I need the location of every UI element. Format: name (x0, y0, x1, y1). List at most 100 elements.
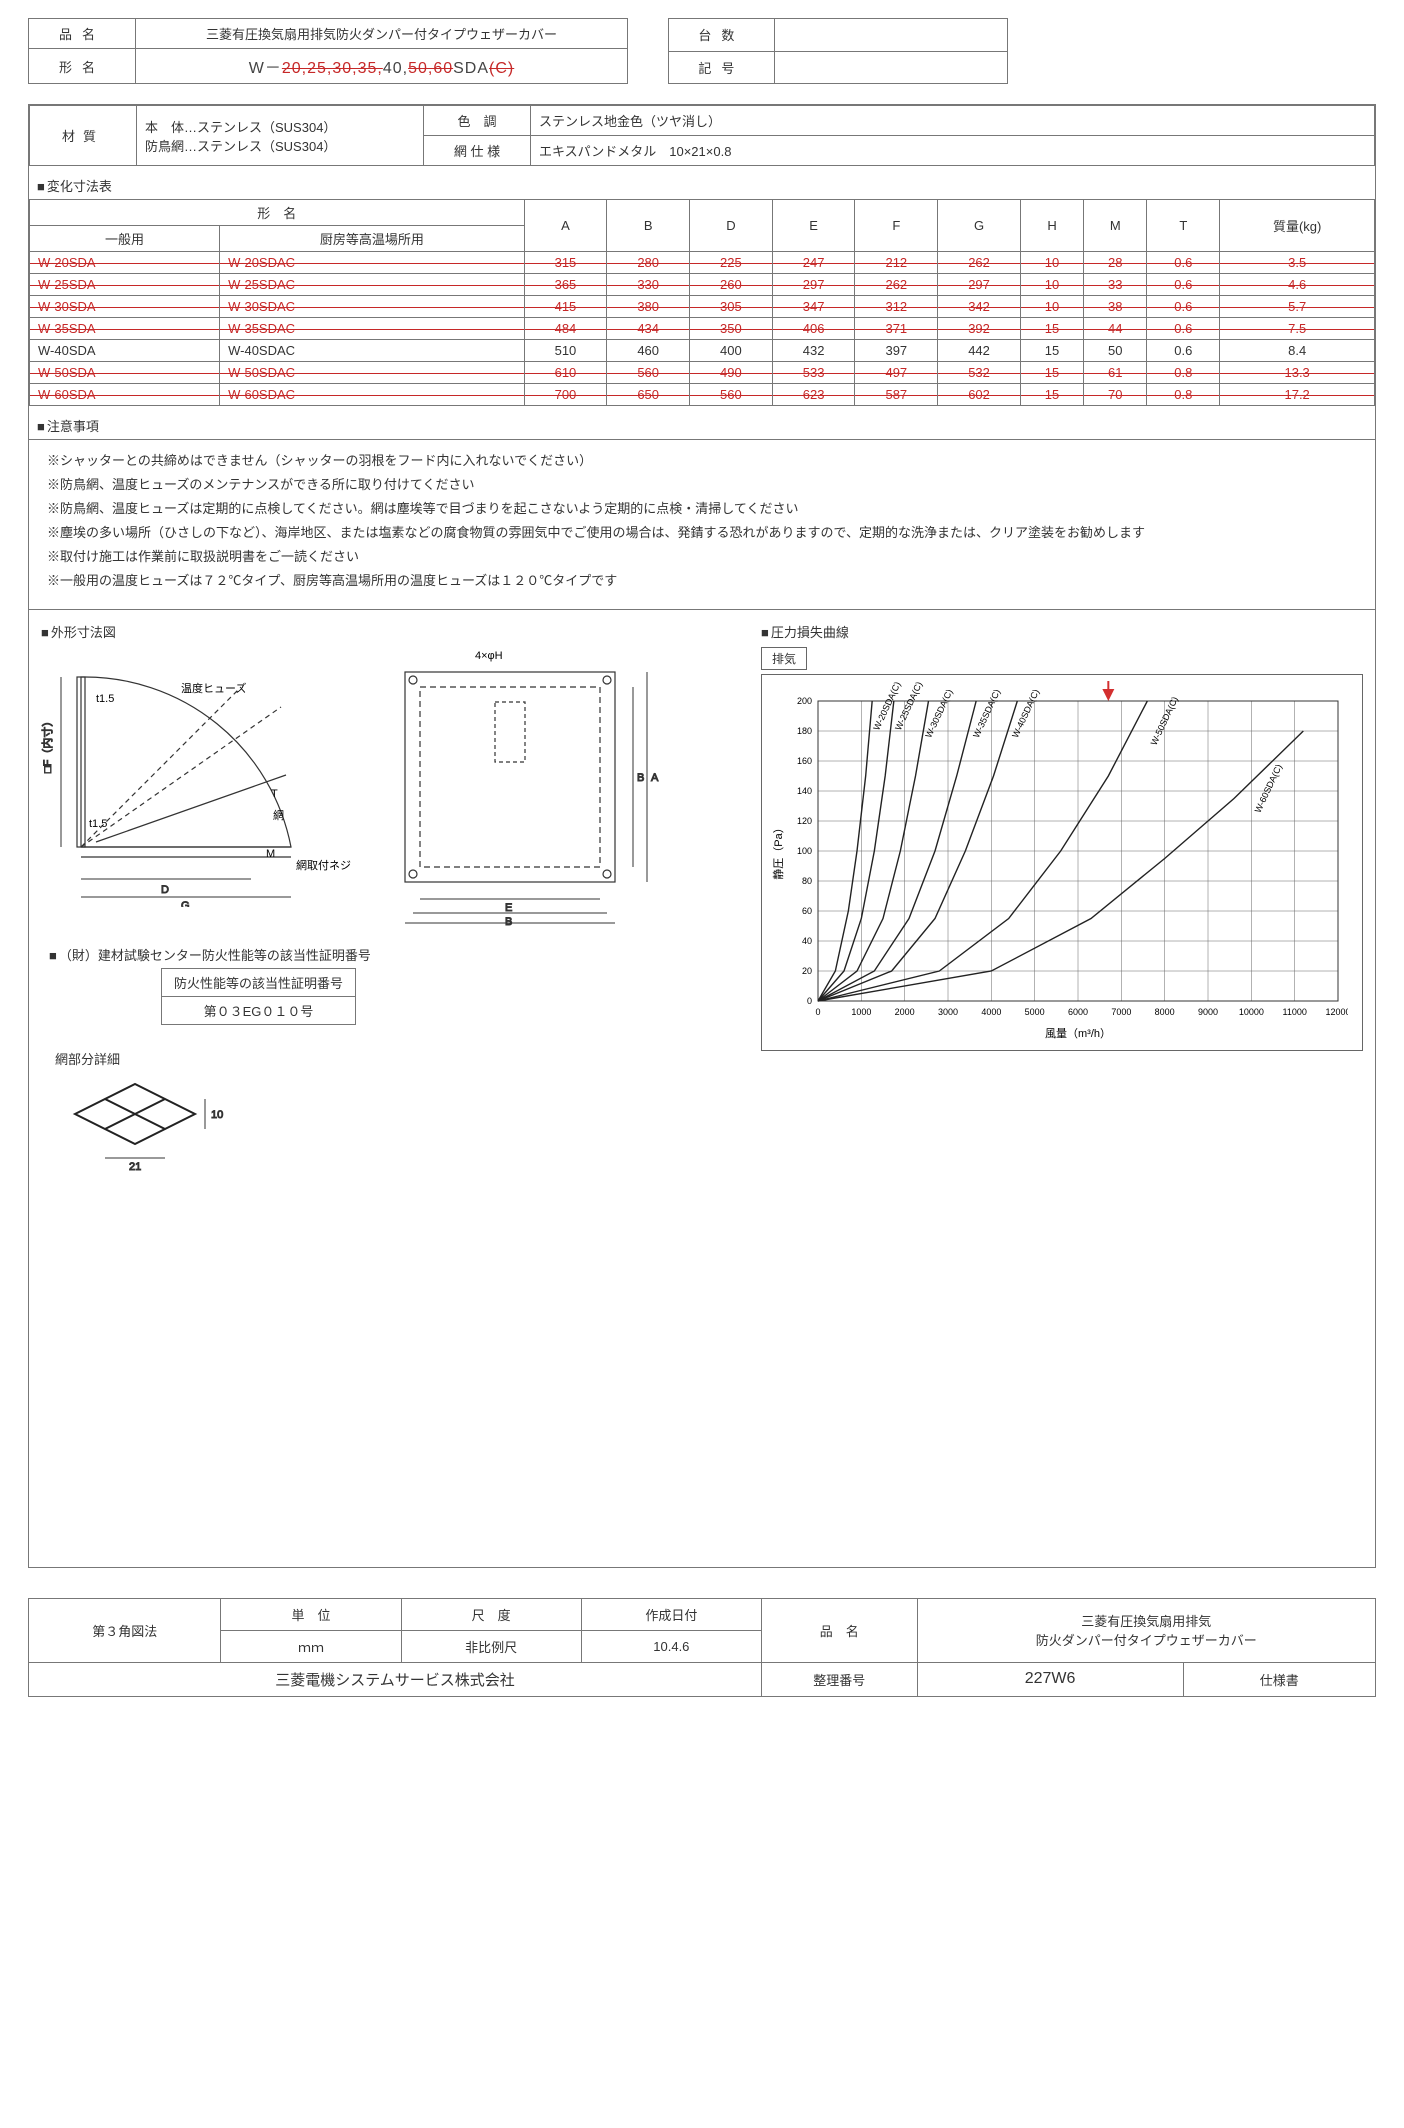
material-table: 材質 本 体…ステンレス（SUS304） 防鳥網…ステンレス（SUS304） 色… (29, 105, 1375, 166)
svg-text:11000: 11000 (1282, 1007, 1306, 1017)
svg-text:W-30SDA(C): W-30SDA(C) (923, 687, 954, 739)
note-item: ※塵埃の多い場所（ひさしの下など）、海岸地区、または塩素などの腐食物質の雰囲気中… (47, 522, 1363, 544)
dim-row: W-20SDAW-20SDAC31528022524721226210280.6… (30, 252, 1375, 274)
svg-text:10000: 10000 (1239, 1007, 1264, 1017)
svg-text:1000: 1000 (851, 1007, 871, 1017)
dim-row: W-25SDAW-25SDAC36533026029726229710330.6… (30, 274, 1375, 296)
company: 三菱電機システムサービス株式会社 (29, 1662, 762, 1696)
svg-text:4×φH: 4×φH (475, 650, 503, 662)
dim-title: 変化寸法表 (37, 176, 1375, 195)
cert-row2: 第０３EG０１０号 (162, 996, 356, 1024)
dim-row: W-30SDAW-30SDAC41538030534731234210380.6… (30, 296, 1375, 318)
svg-text:静圧（Pa）: 静圧（Pa） (771, 822, 785, 879)
outline-side-diagram: D G □F（内寸） t1.5 t1.5 T 網 M 温度ヒューズ 網取付ネジ … (41, 647, 351, 907)
mark-label: 記号 (669, 51, 775, 84)
svg-text:E: E (505, 902, 512, 914)
dim-row: W-40SDAW-40SDAC51046040043239744215500.6… (30, 340, 1375, 362)
model-value: W－20,25,30,35,40,50,60SDA(C) (136, 49, 628, 84)
unit-value: ｍｍ (221, 1630, 401, 1662)
cert-title: （財）建材試験センター防火性能等の該当性証明番号 (49, 945, 741, 964)
svg-text:160: 160 (797, 756, 812, 766)
notes-title: 注意事項 (37, 416, 1375, 435)
svg-text:80: 80 (802, 876, 812, 886)
svg-text:40: 40 (802, 936, 812, 946)
svg-text:W-50SDA(C): W-50SDA(C) (1149, 695, 1180, 747)
product-name: 三菱有圧換気扇用排気防火ダンパー付タイプウェザーカバー (136, 19, 628, 49)
footer-block: 第３角図法 単 位 尺 度 作成日付 品 名 三菱有圧換気扇用排気 防火ダンパー… (28, 1598, 1376, 1697)
docno-label: 整理番号 (761, 1662, 917, 1696)
model-label: 形名 (29, 49, 136, 84)
svg-text:0: 0 (807, 996, 812, 1006)
mesh-title: 網部分詳細 (55, 1049, 727, 1068)
tone-label: 色 調 (424, 106, 531, 136)
doc-type: 仕様書 (1183, 1662, 1375, 1696)
proj-label: 第３角図法 (29, 1598, 221, 1662)
dimension-table: 形 名ABDEFGHMT質量(kg)一般用厨房等高温場所用W-20SDAW-20… (29, 199, 1375, 406)
svg-text:G: G (181, 900, 190, 907)
svg-text:網: 網 (273, 808, 284, 822)
mesh-spec-label: 網 仕 様 (424, 136, 531, 166)
material-label: 材質 (30, 106, 137, 166)
svg-text:D: D (161, 884, 169, 896)
svg-text:9000: 9000 (1198, 1007, 1218, 1017)
chart-legend: 排気 (761, 647, 807, 670)
svg-text:5000: 5000 (1025, 1007, 1045, 1017)
svg-text:t1.5: t1.5 (89, 818, 107, 830)
header-right-table: 台数 記号 (668, 18, 1008, 84)
svg-text:A: A (651, 772, 659, 784)
header-left-table: 品名 三菱有圧換気扇用排気防火ダンパー付タイプウェザーカバー 形名 W－20,2… (28, 18, 628, 84)
svg-text:B: B (637, 772, 644, 784)
note-item: ※防鳥網、温度ヒューズのメンテナンスができる所に取り付けてください (47, 474, 1363, 496)
scale-label: 尺 度 (401, 1598, 581, 1630)
svg-text:8000: 8000 (1155, 1007, 1175, 1017)
unit-label: 単 位 (221, 1598, 401, 1630)
main-frame: 材質 本 体…ステンレス（SUS304） 防鳥網…ステンレス（SUS304） 色… (28, 104, 1376, 1568)
svg-text:60: 60 (802, 906, 812, 916)
svg-text:20: 20 (802, 966, 812, 976)
svg-text:10: 10 (211, 1109, 223, 1121)
svg-text:温度ヒューズ: 温度ヒューズ (181, 681, 246, 695)
svg-text:140: 140 (797, 786, 812, 796)
footer-name-label: 品 名 (761, 1598, 917, 1662)
date-value: 10.4.6 (581, 1630, 761, 1662)
mesh-spec-value: エキスパンドメタル 10×21×0.8 (531, 136, 1375, 166)
material-mesh: 防鳥網…ステンレス（SUS304） (145, 136, 415, 155)
mesh-diagram: 10 21 (55, 1074, 255, 1174)
svg-text:21: 21 (129, 1161, 141, 1173)
svg-text:120: 120 (797, 816, 812, 826)
svg-text:T: T (271, 788, 278, 800)
outline-front-diagram: 4×φH E B B A (375, 647, 675, 927)
svg-text:200: 200 (797, 696, 812, 706)
note-item: ※防鳥網、温度ヒューズは定期的に点検してください。網は塵埃等で目づまりを起こさな… (47, 498, 1363, 520)
svg-text:B: B (505, 916, 512, 927)
cert-table: 防火性能等の該当性証明番号 第０３EG０１０号 (161, 968, 356, 1025)
svg-text:7000: 7000 (1111, 1007, 1131, 1017)
svg-text:4000: 4000 (981, 1007, 1001, 1017)
note-item: ※一般用の温度ヒューズは７２℃タイプ、厨房等高温場所用の温度ヒューズは１２０℃タ… (47, 570, 1363, 592)
svg-text:W-60SDA(C): W-60SDA(C) (1253, 762, 1284, 814)
date-label: 作成日付 (581, 1598, 761, 1630)
material-body: 本 体…ステンレス（SUS304） (145, 117, 415, 136)
svg-text:3000: 3000 (938, 1007, 958, 1017)
dim-row: W-60SDAW-60SDAC70065056062358760215700.8… (30, 384, 1375, 406)
svg-text:12000: 12000 (1325, 1007, 1348, 1017)
svg-text:180: 180 (797, 726, 812, 736)
qty-label: 台数 (669, 19, 775, 52)
footer-name-1: 三菱有圧換気扇用排気 (926, 1611, 1367, 1630)
svg-text:2000: 2000 (895, 1007, 915, 1017)
notes-block: ※シャッターとの共締めはできません（シャッターの羽根をフード内に入れないでくださ… (29, 439, 1375, 610)
svg-text:□F（内寸）: □F（内寸） (41, 715, 54, 772)
svg-text:t1.5: t1.5 (96, 693, 114, 705)
svg-text:0: 0 (815, 1007, 820, 1017)
svg-text:100: 100 (797, 846, 812, 856)
chart-title: 圧力損失曲線 (761, 622, 1363, 641)
note-item: ※シャッターとの共締めはできません（シャッターの羽根をフード内に入れないでくださ… (47, 450, 1363, 472)
dim-row: W-35SDAW-35SDAC48443435040637139215440.6… (30, 318, 1375, 340)
pressure-loss-chart: 0100020003000400050006000700080009000100… (761, 674, 1363, 1051)
svg-text:W-35SDA(C): W-35SDA(C) (971, 687, 1002, 739)
dim-row: W-50SDAW-50SDAC61056049053349753215610.8… (30, 362, 1375, 384)
footer-name-2: 防火ダンパー付タイプウェザーカバー (926, 1630, 1367, 1649)
cert-row1: 防火性能等の該当性証明番号 (162, 968, 356, 996)
svg-text:網取付ネジ （6本）: 網取付ネジ （6本） (296, 858, 351, 872)
scale-value: 非比例尺 (401, 1630, 581, 1662)
